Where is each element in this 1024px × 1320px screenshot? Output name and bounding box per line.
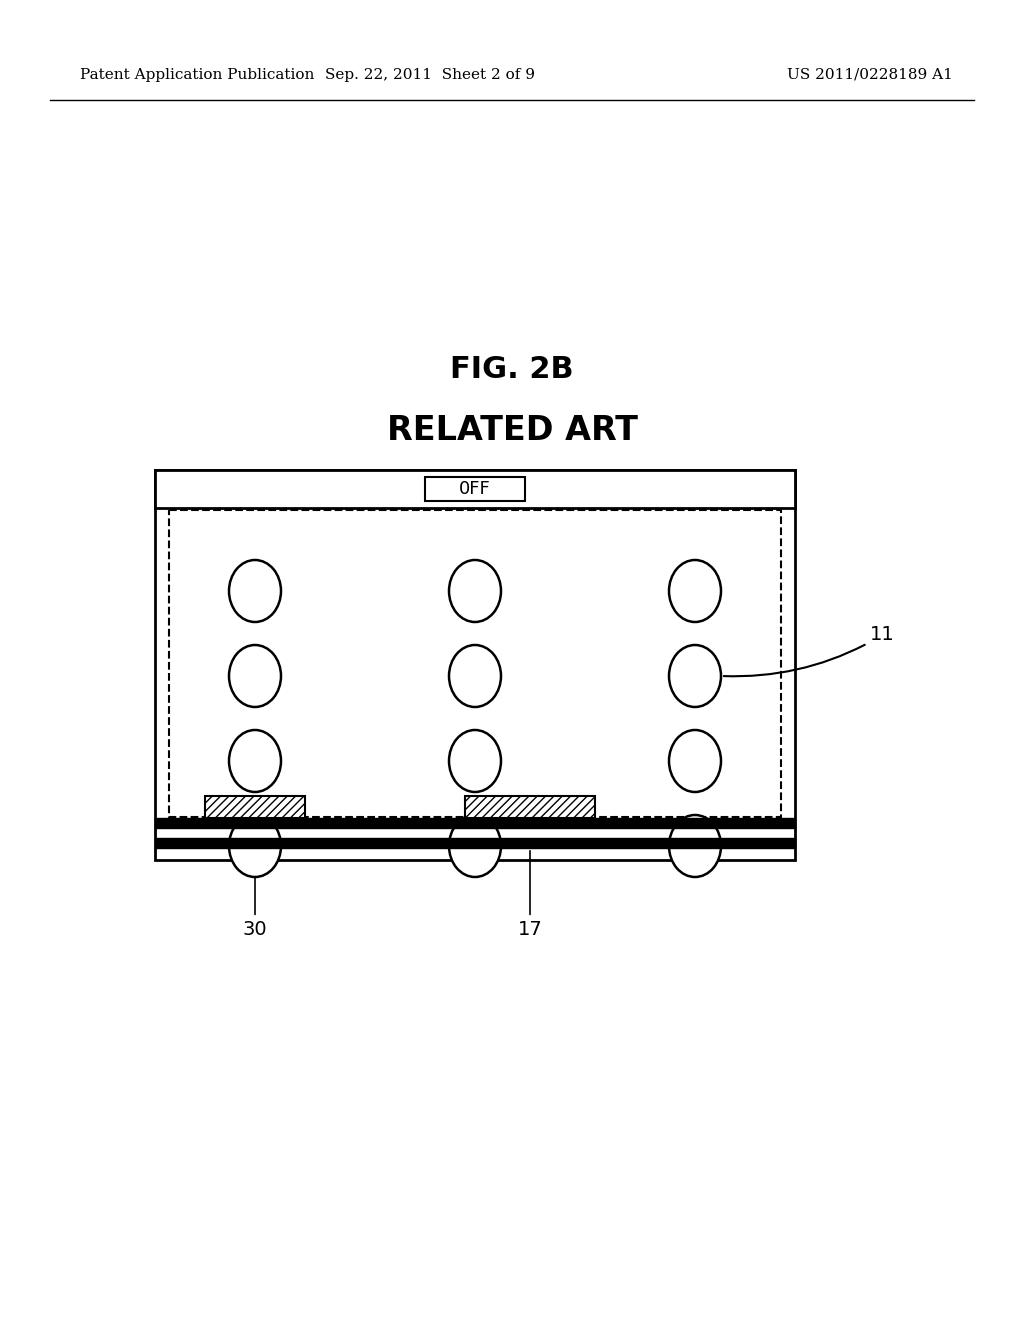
Ellipse shape — [229, 730, 281, 792]
Bar — [425, 477, 525, 502]
Text: 0FF: 0FF — [459, 480, 490, 498]
Text: Patent Application Publication: Patent Application Publication — [80, 69, 314, 82]
Ellipse shape — [669, 730, 721, 792]
Bar — [155, 470, 795, 508]
Ellipse shape — [669, 560, 721, 622]
Bar — [169, 510, 781, 817]
Ellipse shape — [449, 814, 501, 876]
Ellipse shape — [449, 730, 501, 792]
Bar — [155, 818, 795, 828]
Text: Sep. 22, 2011  Sheet 2 of 9: Sep. 22, 2011 Sheet 2 of 9 — [325, 69, 535, 82]
Text: RELATED ART: RELATED ART — [387, 413, 637, 446]
Text: 30: 30 — [243, 851, 267, 939]
Bar — [465, 796, 595, 818]
Text: US 2011/0228189 A1: US 2011/0228189 A1 — [787, 69, 953, 82]
Text: 11: 11 — [724, 626, 895, 676]
Bar — [155, 470, 795, 861]
Ellipse shape — [229, 560, 281, 622]
Ellipse shape — [669, 645, 721, 708]
Ellipse shape — [449, 560, 501, 622]
Text: FIG. 2B: FIG. 2B — [451, 355, 573, 384]
Text: 17: 17 — [517, 851, 543, 939]
Ellipse shape — [449, 645, 501, 708]
Ellipse shape — [669, 814, 721, 876]
Ellipse shape — [229, 814, 281, 876]
Ellipse shape — [229, 645, 281, 708]
Bar — [155, 838, 795, 847]
Bar — [205, 796, 305, 818]
